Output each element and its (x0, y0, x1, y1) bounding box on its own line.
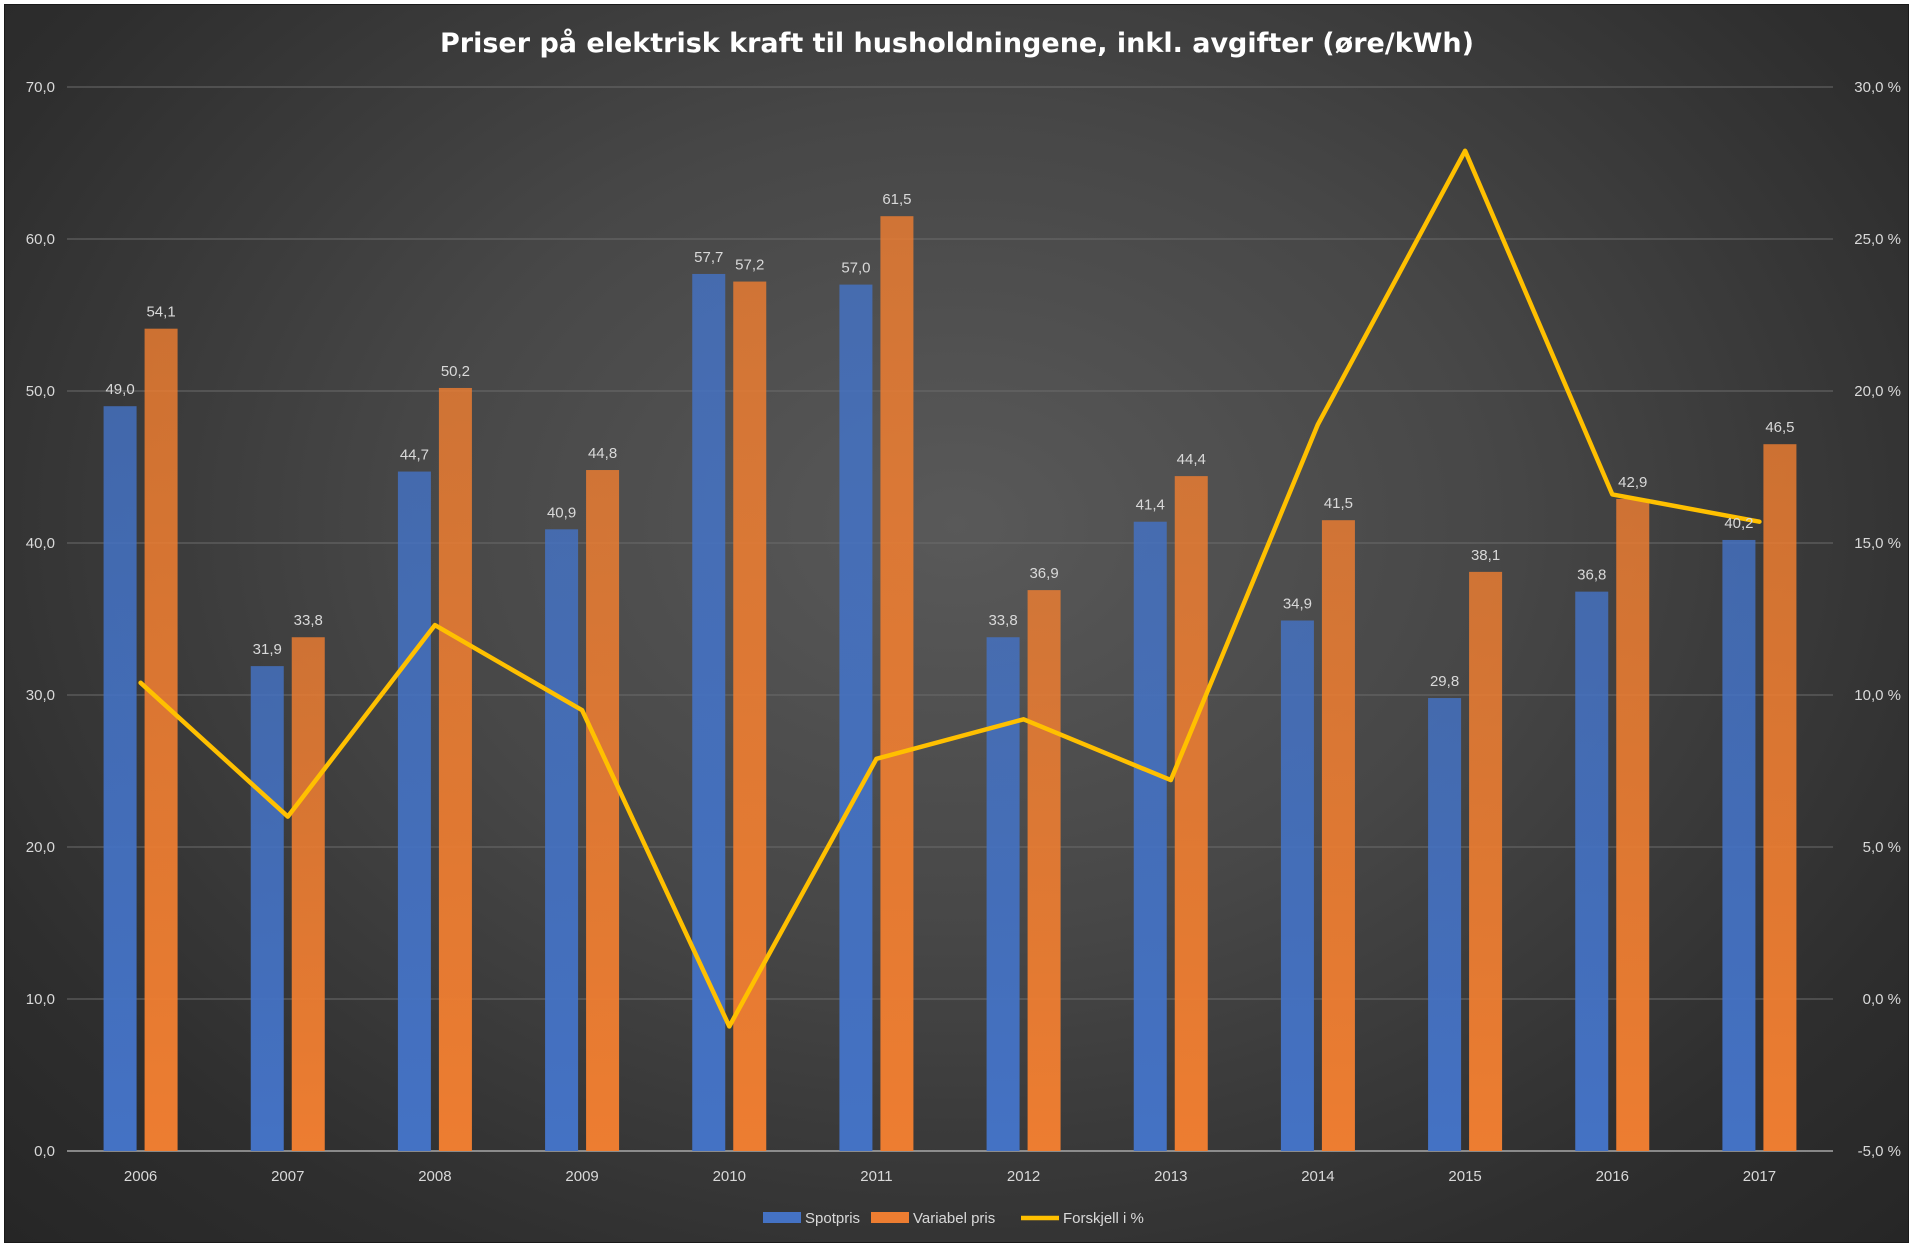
bar-spotpris (1575, 591, 1609, 1151)
left-tick-label: 70,0 (26, 79, 55, 96)
x-tick-label: 2012 (1007, 1168, 1040, 1185)
grid-layer (67, 86, 1833, 1152)
legend-label: Variabel pris (913, 1210, 995, 1227)
left-tick-label: 20,0 (26, 839, 55, 856)
left-tick-label: 60,0 (26, 231, 55, 248)
data-label: 29,8 (1430, 673, 1459, 690)
bar-spotpris (1280, 620, 1314, 1151)
bar-spotpris (250, 666, 284, 1151)
bar-variabel-pris (733, 281, 767, 1151)
left-tick-label: 30,0 (26, 687, 55, 704)
left-tick-label: 50,0 (26, 383, 55, 400)
bar-variabel-pris (144, 328, 178, 1151)
bar-spotpris (839, 284, 873, 1152)
data-label: 61,5 (882, 191, 911, 208)
data-label: 33,8 (988, 612, 1017, 629)
line-forskjell (138, 148, 1762, 1029)
bar-spotpris (545, 529, 579, 1151)
line-layer (138, 148, 1762, 1029)
legend-swatch (763, 1212, 801, 1223)
x-tick-label: 2014 (1301, 1168, 1334, 1185)
x-tick-label: 2017 (1743, 1168, 1776, 1185)
data-label: 41,5 (1324, 495, 1353, 512)
data-label: 57,0 (841, 260, 870, 277)
data-label: 38,1 (1471, 547, 1500, 564)
data-label: 44,7 (400, 447, 429, 464)
left-tick-label: 0,0 (34, 1143, 55, 1160)
x-tick-label: 2007 (271, 1168, 304, 1185)
x-tick-label: 2008 (418, 1168, 451, 1185)
data-label: 46,5 (1765, 419, 1794, 436)
bars-layer (103, 216, 1797, 1152)
right-tick-label: -5,0 % (1858, 1143, 1901, 1160)
legend-swatch (871, 1212, 909, 1223)
bar-variabel-pris (291, 637, 325, 1151)
bar-variabel-pris (1469, 571, 1503, 1151)
legend-label: Spotpris (805, 1210, 860, 1227)
data-label: 31,9 (253, 641, 282, 658)
data-label: 49,0 (105, 381, 134, 398)
x-tick-label: 2016 (1596, 1168, 1629, 1185)
bar-variabel-pris (1321, 520, 1355, 1151)
x-tick-label: 2006 (124, 1168, 157, 1185)
bar-variabel-pris (1763, 444, 1797, 1151)
data-label: 57,7 (694, 249, 723, 266)
data-label: 42,9 (1618, 474, 1647, 491)
data-label: 36,9 (1029, 565, 1058, 582)
bar-variabel-pris (438, 387, 472, 1152)
x-tick-label: 2015 (1448, 1168, 1481, 1185)
bar-variabel-pris (586, 470, 620, 1151)
x-tick-label: 2009 (565, 1168, 598, 1185)
labels-layer: 49,0 54,1 31,9 33,8 44,7 50,2 40,9 44,8 57,7 57,2… (105, 191, 1794, 690)
data-label: 54,1 (146, 304, 175, 321)
x-tick-label: 2010 (713, 1168, 746, 1185)
left-tick-label: 40,0 (26, 535, 55, 552)
chart-svg: Priser på elektrisk kraft til husholdnin… (26, 27, 1901, 1227)
right-tick-label: 15,0 % (1854, 535, 1901, 552)
data-label: 44,4 (1177, 451, 1206, 468)
data-label: 36,8 (1577, 567, 1606, 584)
legend-label: Forskjell i % (1063, 1210, 1144, 1227)
right-tick-label: 20,0 % (1854, 383, 1901, 400)
right-tick-label: 5,0 % (1863, 839, 1901, 856)
bar-spotpris (986, 637, 1020, 1151)
bar-spotpris (397, 471, 431, 1151)
bar-spotpris (1428, 698, 1462, 1151)
chart-frame: Priser på elektrisk kraft til husholdnin… (4, 4, 1909, 1243)
chart-title: Priser på elektrisk kraft til husholdnin… (440, 27, 1474, 59)
bar-spotpris (1722, 539, 1756, 1151)
right-tick-label: 30,0 % (1854, 79, 1901, 96)
data-label: 33,8 (294, 612, 323, 629)
data-label: 57,2 (735, 257, 764, 274)
data-label: 41,4 (1136, 497, 1165, 514)
bar-variabel-pris (1027, 590, 1061, 1151)
right-tick-label: 25,0 % (1854, 231, 1901, 248)
left-axis: 0,0 10,0 20,0 30,0 40,0 50,0 60,0 70,0 (26, 79, 55, 1160)
bar-spotpris (103, 406, 137, 1151)
left-tick-label: 10,0 (26, 991, 55, 1008)
data-label: 40,2 (1724, 515, 1753, 532)
data-label: 34,9 (1283, 596, 1312, 613)
data-label: 40,9 (547, 504, 576, 521)
data-label: 50,2 (441, 363, 470, 380)
x-tick-label: 2013 (1154, 1168, 1187, 1185)
right-axis: -5,0 % 0,0 % 5,0 % 10,0 % 15,0 % 20,0 % 25,0 %… (1854, 79, 1901, 1160)
bar-variabel-pris (1616, 498, 1650, 1151)
legend: Spotpris Variabel pris Forskjell i % (763, 1210, 1144, 1227)
bar-variabel-pris (880, 216, 914, 1151)
x-axis: 2006 2007 2008 2009 2010 2011 2012 2013 2014 2015… (124, 1168, 1776, 1185)
bar-variabel-pris (1174, 476, 1208, 1151)
bar-spotpris (1133, 521, 1167, 1151)
right-tick-label: 0,0 % (1863, 991, 1901, 1008)
data-label: 44,8 (588, 445, 617, 462)
bar-spotpris (692, 273, 726, 1152)
x-tick-label: 2011 (860, 1168, 892, 1185)
right-tick-label: 10,0 % (1854, 687, 1901, 704)
